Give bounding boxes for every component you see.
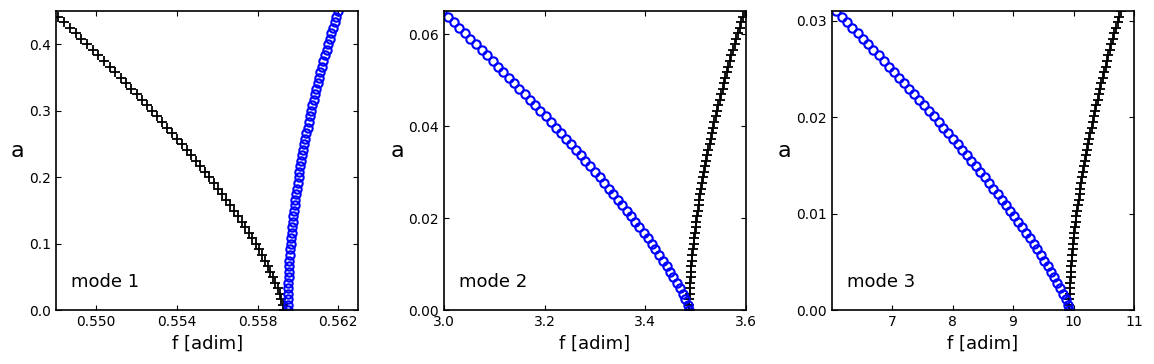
X-axis label: f [adim]: f [adim] [172, 335, 242, 353]
Text: mode 2: mode 2 [459, 273, 527, 290]
Y-axis label: a: a [778, 141, 792, 161]
Text: mode 3: mode 3 [847, 273, 915, 290]
Y-axis label: a: a [12, 141, 24, 161]
Text: mode 1: mode 1 [72, 273, 140, 290]
X-axis label: f [adim]: f [adim] [947, 335, 1018, 353]
X-axis label: f [adim]: f [adim] [560, 335, 630, 353]
Y-axis label: a: a [390, 141, 404, 161]
